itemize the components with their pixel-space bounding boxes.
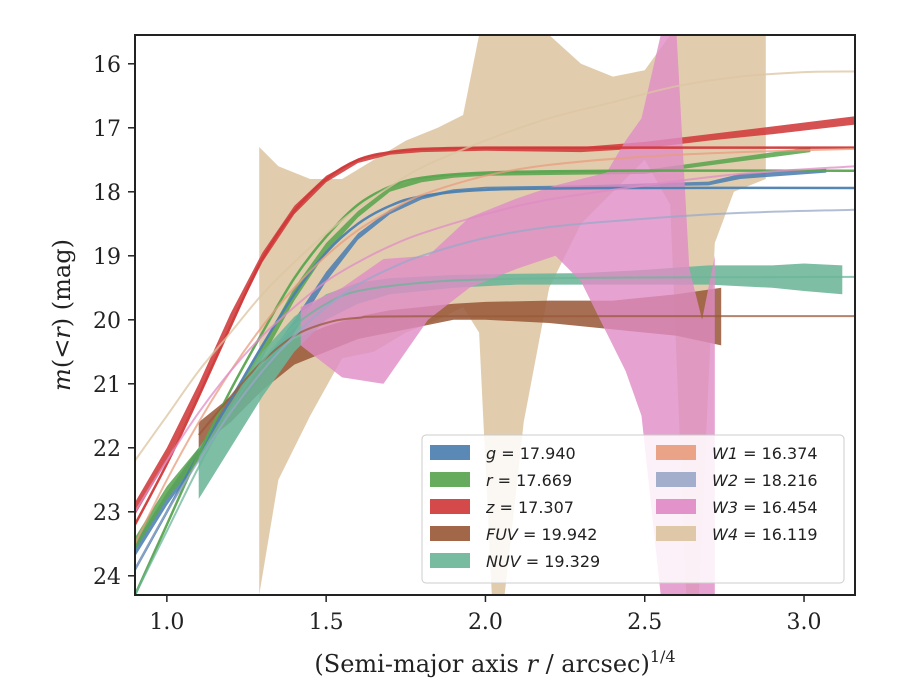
legend-label-fuv: FUV = 19.942 bbox=[486, 525, 597, 544]
legend-swatch-nuv bbox=[430, 553, 470, 568]
x-axis-label: (Semi-major axis r / arcsec)1/4 bbox=[314, 647, 675, 678]
legend-swatch-w4 bbox=[656, 526, 696, 541]
x-tick-label: 1.0 bbox=[149, 610, 184, 635]
x-tick-label: 2.5 bbox=[627, 610, 662, 635]
x-tick-label: 2.0 bbox=[468, 610, 503, 635]
legend-label-w2: W2 = 18.216 bbox=[712, 471, 818, 490]
legend-box bbox=[421, 434, 845, 584]
y-tick-label: 21 bbox=[93, 373, 121, 398]
x-axis: 1.0 1.5 2.0 2.5 3.0 bbox=[149, 595, 822, 635]
y-tick-label: 23 bbox=[93, 501, 121, 526]
plot-frame bbox=[134, 34, 856, 596]
y-tick-label: 16 bbox=[93, 53, 121, 78]
band-w3 bbox=[300, 35, 715, 595]
legend-label-w3: W3 = 16.454 bbox=[712, 498, 818, 517]
band-nuv bbox=[198, 263, 843, 499]
y-tick-label: 17 bbox=[93, 117, 121, 142]
legend-swatch-w1 bbox=[656, 445, 696, 460]
legend-label-r: r = 17.669 bbox=[486, 471, 572, 490]
y-axis: 16 17 18 19 20 21 22 23 24 bbox=[93, 53, 135, 590]
legend-label-w4: W4 = 16.119 bbox=[712, 525, 818, 544]
legend-swatch-w2 bbox=[656, 472, 696, 487]
model-curves bbox=[135, 70, 855, 595]
model-curve-w3 bbox=[135, 165, 855, 513]
y-tick-label: 20 bbox=[93, 309, 121, 334]
data-bands bbox=[135, 35, 855, 595]
legend-swatch-z bbox=[430, 499, 470, 514]
legend: g = 17.940 r = 17.669 z = 17.307 FUV = 19.9… bbox=[421, 434, 845, 584]
legend-swatch-fuv bbox=[430, 526, 470, 541]
legend-label-g: g = 17.940 bbox=[486, 444, 576, 463]
y-axis-label: m(<r) (mag) bbox=[48, 239, 76, 391]
y-tick-label: 22 bbox=[93, 437, 121, 462]
legend-swatch-w3 bbox=[656, 499, 696, 514]
y-tick-label: 19 bbox=[93, 245, 121, 270]
legend-swatch-r bbox=[430, 472, 470, 487]
x-tick-label: 1.5 bbox=[309, 610, 344, 635]
model-curve-w2 bbox=[135, 208, 855, 570]
model-curve-z bbox=[135, 146, 855, 526]
y-tick-label: 24 bbox=[93, 565, 121, 590]
x-tick-label: 3.0 bbox=[787, 610, 822, 635]
legend-swatch-g bbox=[430, 445, 470, 460]
legend-label-nuv: NUV = 19.329 bbox=[486, 552, 600, 571]
model-curve-w1 bbox=[135, 147, 855, 545]
y-tick-label: 18 bbox=[93, 181, 121, 206]
legend-label-z: z = 17.307 bbox=[485, 498, 574, 517]
legend-label-w1: W1 = 16.374 bbox=[712, 444, 818, 463]
model-curve-w4 bbox=[135, 70, 855, 462]
model-curve-nuv bbox=[135, 275, 855, 595]
model-curve-fuv bbox=[197, 315, 855, 436]
